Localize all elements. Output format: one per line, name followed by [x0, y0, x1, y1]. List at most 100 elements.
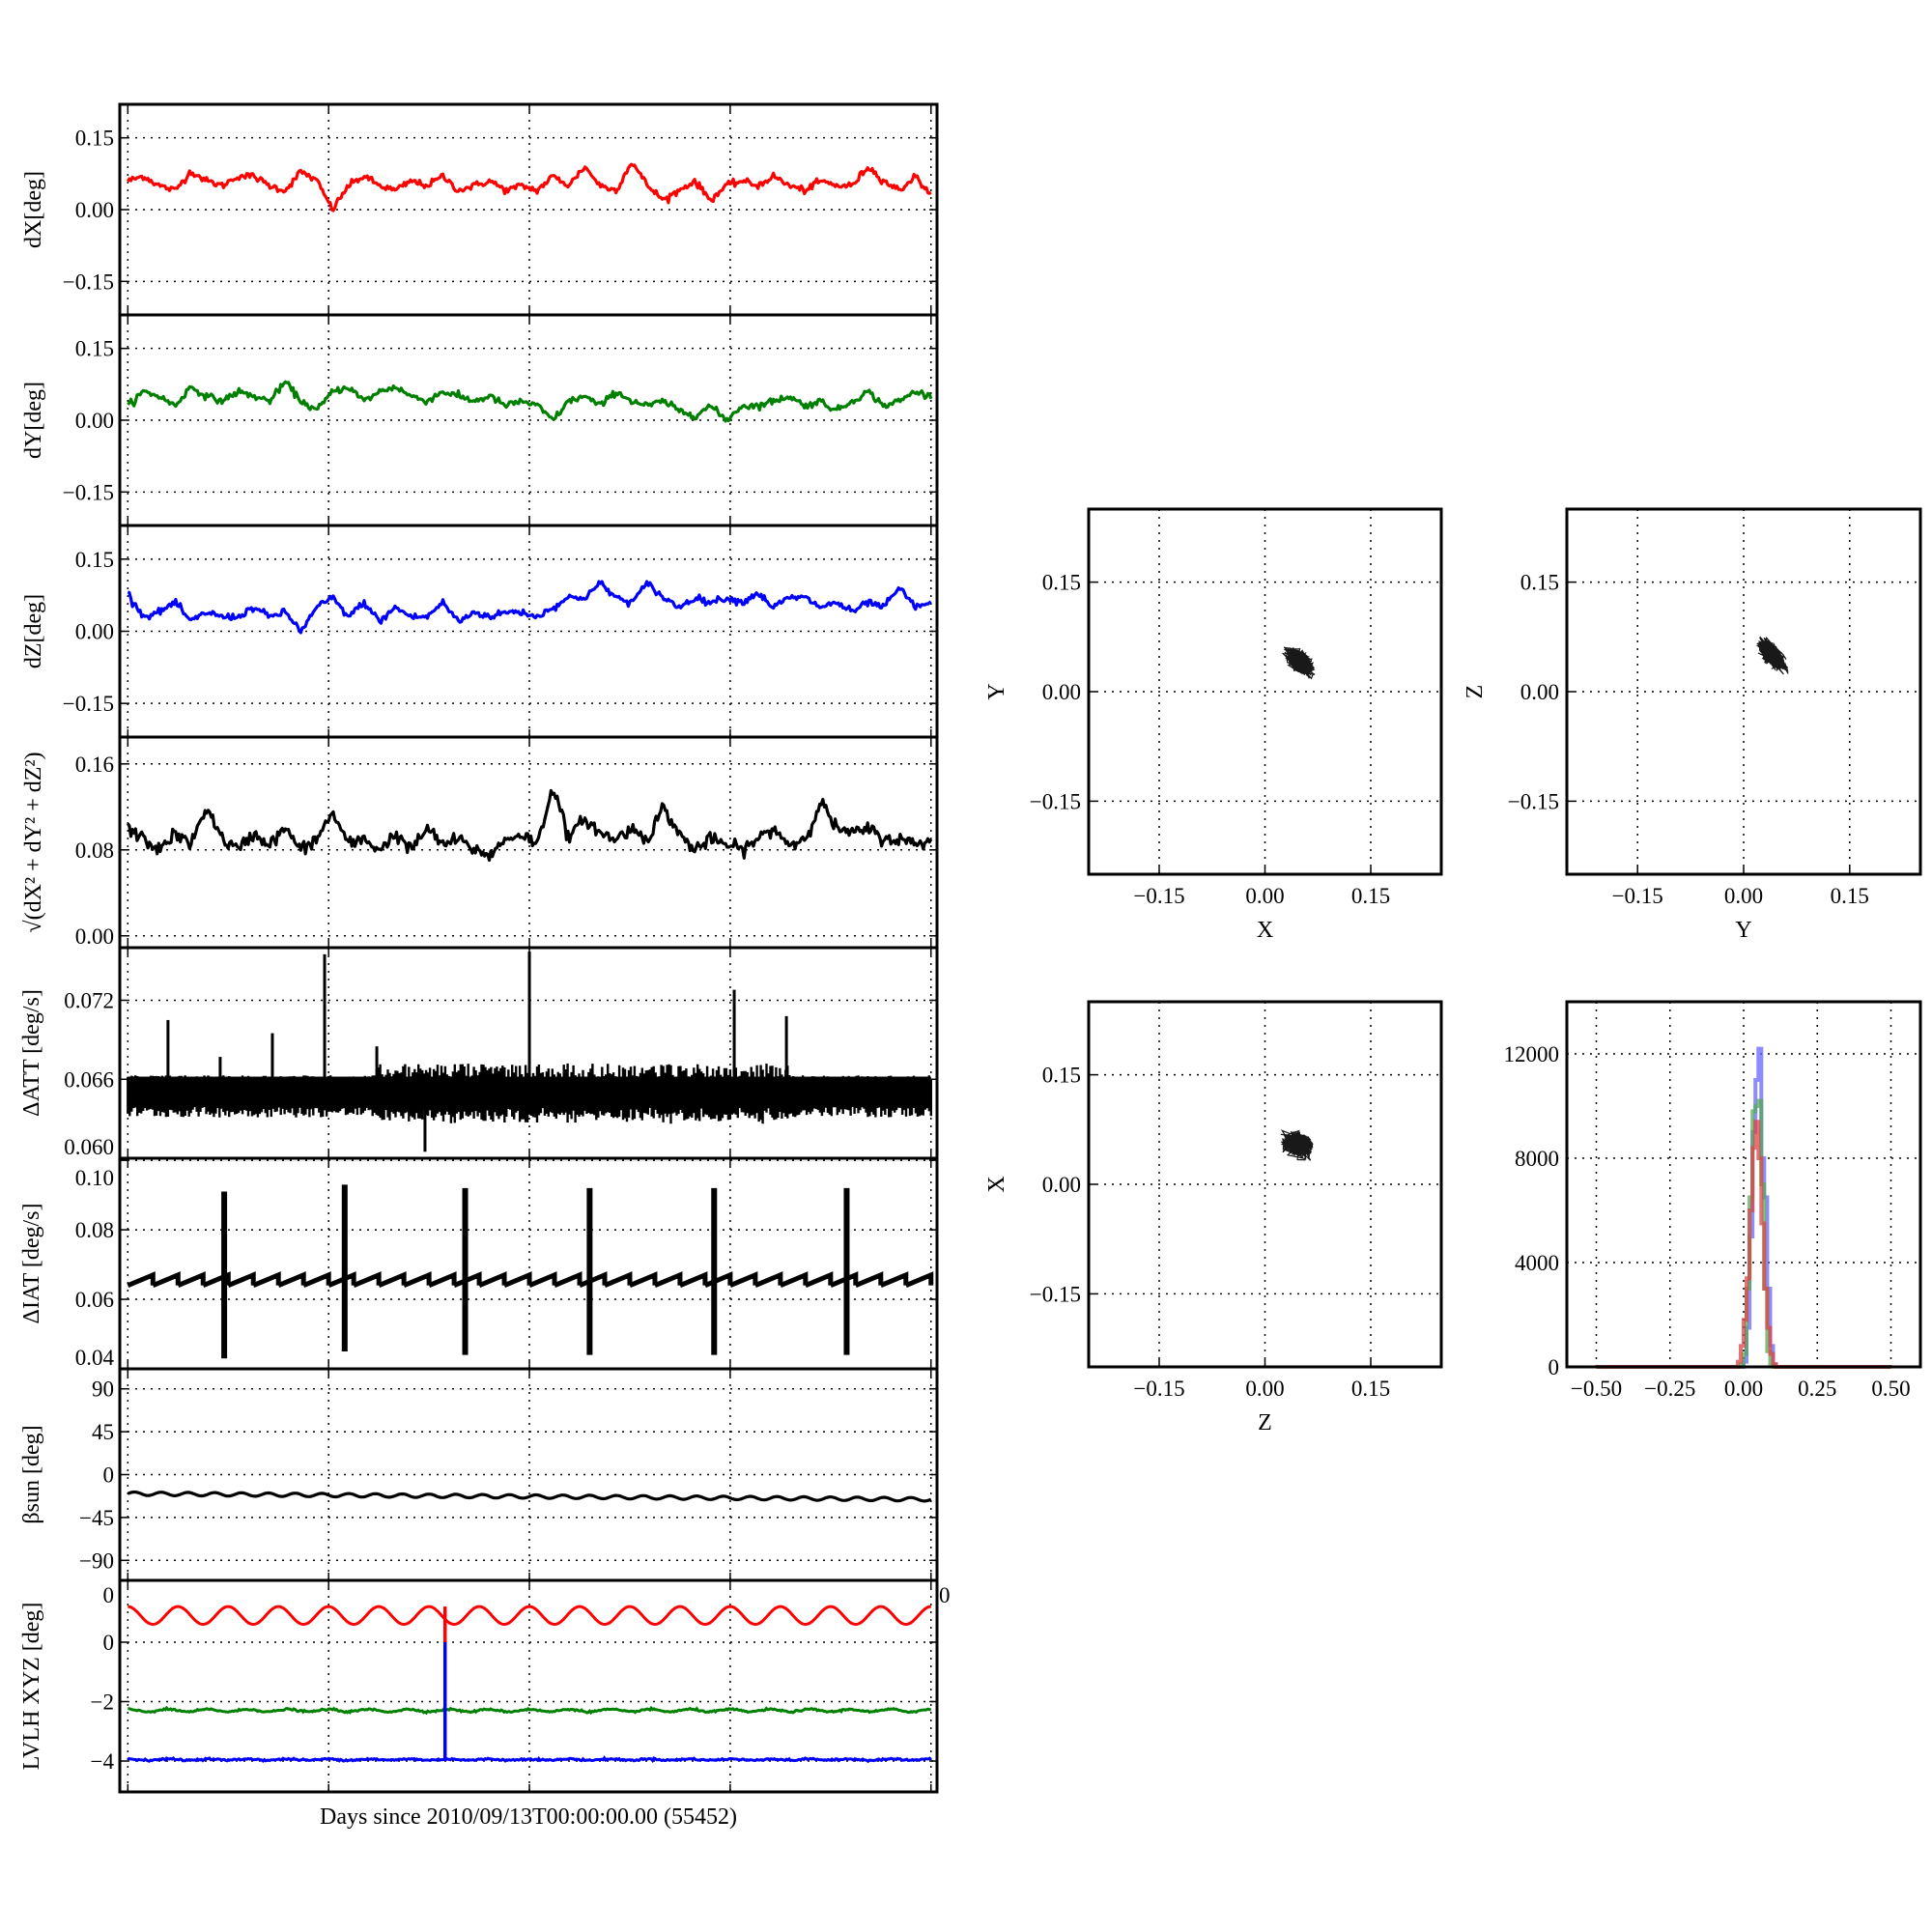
- y-tick-label: 0.06: [75, 1288, 114, 1312]
- edge-label-left: 0: [103, 1583, 115, 1607]
- scatter-trace-xy: [1282, 646, 1316, 680]
- y-tick-label: 0.00: [75, 620, 114, 644]
- series-lvlh-Z: [127, 1755, 932, 1764]
- panel-norm: 0.16 0.08 0.00 √(dX² + dY² + dZ²): [21, 735, 939, 950]
- scatter-xy: −0.15 −0.15 0.00 0.00 0.15 0.15 X Y: [984, 507, 1443, 943]
- x-tick-label: 0.15: [1351, 884, 1390, 908]
- y-axis-label: Y: [984, 683, 1009, 699]
- y-tick-label: −2: [91, 1690, 114, 1714]
- y-tick-label: 0.00: [75, 409, 114, 433]
- x-tick-label: 0.00: [1245, 884, 1284, 908]
- x-axis-label: Z: [1258, 1410, 1272, 1435]
- panel-dz: 0.15 0.00 −0.15 dZ[deg]: [21, 524, 939, 739]
- y-tick-label: −45: [79, 1506, 114, 1530]
- series-dY: [127, 380, 933, 423]
- y-tick-label: 4000: [1515, 1251, 1559, 1275]
- x-axis-label: Y: [1735, 918, 1751, 943]
- panel-beta: 90 45 0 −45 −90 βsun [deg]: [19, 1367, 939, 1582]
- series-norm: [126, 788, 933, 863]
- x-tick-label: −0.15: [1133, 884, 1184, 908]
- scatter-zx: −0.15 −0.15 0.00 0.00 0.15 0.15 Z X: [984, 1000, 1443, 1435]
- y-tick-label: −90: [79, 1548, 114, 1573]
- y-tick-label: 0: [103, 1631, 115, 1655]
- plots: 0.15 0.00 −0.15 dX[deg] 0.15 0.00 −0.15 dY[deg]…: [19, 102, 1922, 1794]
- y-tick-label: 90: [92, 1378, 114, 1402]
- x-axis-label: X: [1257, 918, 1273, 943]
- x-tick-label: −0.50: [1571, 1377, 1622, 1401]
- x-tick-label: 0.00: [1245, 1377, 1284, 1401]
- scatter-trace-zx: [1280, 1129, 1314, 1161]
- y-tick-label: 0.00: [75, 924, 114, 949]
- panel-dx: 0.15 0.00 −0.15 dX[deg]: [21, 102, 939, 317]
- edge-label-right: 0: [939, 1583, 951, 1607]
- y-axis-label: ΔIAT [deg/s]: [19, 1204, 44, 1324]
- panel-frame: [118, 1578, 939, 1794]
- y-tick-label: 0.060: [64, 1135, 114, 1159]
- y-tick-label: 0.00: [1042, 1173, 1081, 1197]
- y-tick-label: −0.15: [63, 692, 114, 716]
- y-tick-label: 0.08: [75, 1218, 114, 1242]
- y-tick-label: 0: [1548, 1355, 1560, 1379]
- y-tick-label: 0.00: [75, 198, 114, 222]
- histogram-X: [1596, 1120, 1891, 1369]
- y-tick-label: 0.15: [75, 548, 114, 572]
- x-tick-label: 0.00: [1724, 1377, 1763, 1401]
- series-dX: [126, 162, 932, 213]
- y-axis-label: dY[deg]: [21, 382, 46, 459]
- y-tick-label: 8000: [1515, 1147, 1559, 1171]
- histogram-frame: [1565, 1000, 1922, 1369]
- y-axis-label: ΔATT [deg/s]: [19, 989, 44, 1117]
- y-tick-label: 0.00: [1042, 680, 1081, 704]
- y-tick-label: 45: [92, 1420, 114, 1444]
- series-beta-sun: [127, 1490, 932, 1503]
- y-axis-label: dZ[deg]: [21, 594, 46, 668]
- y-tick-label: 0.16: [75, 753, 114, 777]
- x-tick-label: 0.50: [1871, 1377, 1910, 1401]
- x-tick-label: 0.15: [1831, 884, 1869, 908]
- x-tick-label: −0.15: [1612, 884, 1663, 908]
- y-tick-label: 0.15: [1520, 571, 1559, 595]
- y-tick-label: 0.15: [75, 337, 114, 361]
- x-tick-label: 0.15: [1351, 1377, 1390, 1401]
- series-lvlh-X: [128, 1605, 931, 1627]
- y-tick-label: 0.15: [1042, 1064, 1081, 1088]
- scatter-frame: [1087, 1000, 1443, 1369]
- y-tick-label: 0.066: [64, 1067, 114, 1092]
- y-axis-label: √(dX² + dY² + dZ²): [21, 752, 46, 932]
- y-tick-label: −0.15: [63, 270, 114, 294]
- scatter-frame: [1087, 507, 1443, 876]
- y-tick-label: 0: [103, 1463, 115, 1488]
- y-tick-label: 0.04: [75, 1346, 115, 1370]
- y-axis-label: Z: [1463, 685, 1488, 699]
- histogram: −0.50 −0.25 0.00 0.25 0.50 0 4000 8000 12000: [1504, 1000, 1922, 1401]
- scatter-trace-yz: [1755, 636, 1789, 675]
- y-tick-label: 0.08: [75, 838, 114, 863]
- y-axis-label: LVLH XYZ [deg]: [19, 1603, 44, 1771]
- y-tick-label: 12000: [1504, 1042, 1560, 1066]
- y-axis-label: X: [984, 1176, 1009, 1192]
- y-tick-label: 0.15: [75, 127, 114, 151]
- series-dZ: [127, 580, 932, 635]
- y-tick-label: −0.15: [1508, 789, 1559, 813]
- x-tick-label: −0.15: [1133, 1377, 1184, 1401]
- y-tick-label: −0.15: [63, 480, 114, 504]
- x-tick-label: −0.25: [1644, 1377, 1695, 1401]
- panel-datt: 0.072 0.066 0.060 ΔATT [deg/s]: [19, 946, 939, 1160]
- panel-lvlh: 0 −2 −4 LVLH XYZ [deg] 0 0: [19, 1578, 951, 1794]
- series-lvlh-Y: [128, 1705, 931, 1716]
- y-axis-label: dX[deg]: [21, 171, 46, 248]
- scatter-yz: −0.15 −0.15 0.00 0.00 0.15 0.15 Y Z: [1463, 507, 1922, 943]
- scatter-frame: [1565, 507, 1922, 876]
- time-axis-label: Days since 2010/09/13T00:00:00.00 (55452…: [320, 1804, 737, 1830]
- y-tick-label: 0.00: [1520, 680, 1559, 704]
- x-tick-label: 0.00: [1724, 884, 1763, 908]
- y-tick-label: −0.15: [1030, 1282, 1081, 1306]
- y-tick-label: 0.10: [75, 1166, 114, 1190]
- att-band-core: [128, 1076, 931, 1093]
- y-tick-label: −0.15: [1030, 789, 1081, 813]
- x-tick-label: 0.25: [1798, 1377, 1836, 1401]
- y-tick-label: 0.15: [1042, 571, 1081, 595]
- y-tick-label: 0.072: [64, 989, 114, 1013]
- y-tick-label: −4: [91, 1749, 115, 1774]
